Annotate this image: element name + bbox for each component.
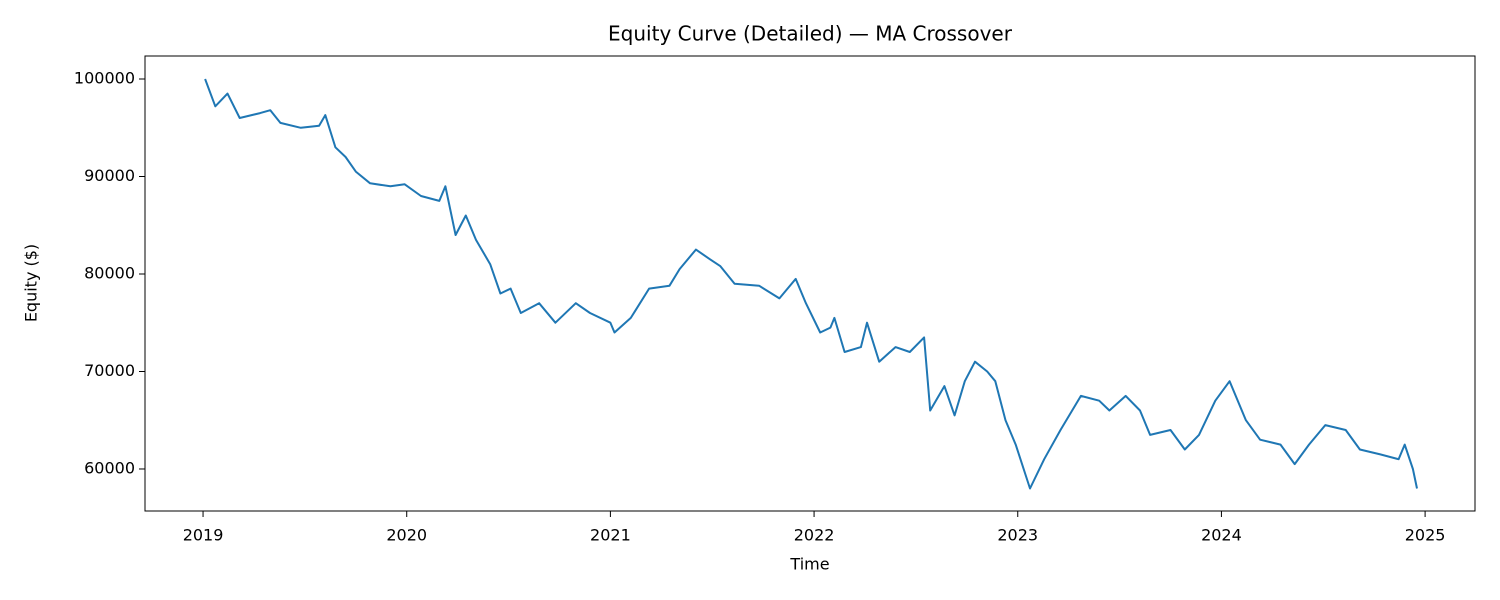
chart-title: Equity Curve (Detailed) — MA Crossover: [608, 22, 1013, 46]
plot-frame: [144, 55, 1476, 512]
y-axis-label: Equity ($): [22, 244, 41, 322]
x-tick-label: 2021: [590, 526, 631, 545]
y-tick-label: 100000: [74, 69, 135, 88]
y-tick-label: 80000: [84, 263, 135, 282]
equity-line: [204, 78, 1418, 490]
x-tick-label: 2023: [997, 526, 1038, 545]
x-tick-label: 2020: [386, 526, 427, 545]
x-axis-label: Time: [789, 555, 829, 574]
y-tick-label: 90000: [84, 166, 135, 185]
x-tick-label: 2022: [794, 526, 835, 545]
x-tick-label: 2019: [183, 526, 224, 545]
x-tick-label: 2025: [1405, 526, 1446, 545]
y-tick-label: 60000: [84, 458, 135, 477]
y-tick-label: 70000: [84, 361, 135, 380]
x-tick-label: 2024: [1201, 526, 1242, 545]
